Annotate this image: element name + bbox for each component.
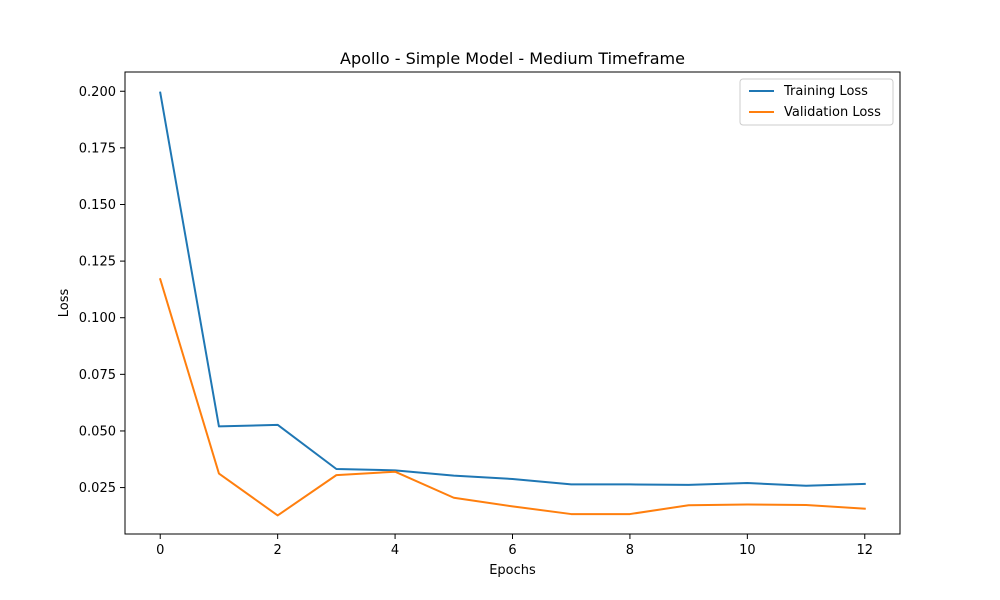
x-tick-label: 6 [508, 543, 516, 558]
x-tick-label: 8 [626, 543, 634, 558]
legend: Training Loss Validation Loss [739, 78, 894, 126]
x-tick-label: 4 [391, 543, 399, 558]
x-tick-label: 12 [856, 543, 873, 558]
series-line-training-loss [159, 91, 866, 487]
y-tick-label: 0.100 [79, 311, 116, 326]
y-tick-label: 0.175 [79, 141, 116, 156]
y-tick-label: 0.200 [79, 85, 116, 100]
x-tick-label: 10 [739, 543, 756, 558]
x-axis-ticks: 0 2 4 6 8 10 12 [156, 534, 873, 558]
y-tick-label: 0.125 [79, 255, 116, 270]
plot-frame [124, 71, 901, 535]
y-axis-ticks: 0.025 0.050 0.075 0.100 0.125 0.150 0.175 0.200 [79, 85, 125, 496]
x-tick-label: 0 [156, 543, 164, 558]
plot-area [125, 72, 900, 534]
legend-label-validation-loss: Validation Loss [784, 105, 881, 120]
chart-title: Apollo - Simple Model - Medium Timeframe [340, 49, 685, 68]
y-axis-label: Loss [57, 289, 72, 318]
y-tick-label: 0.050 [79, 424, 116, 439]
y-tick-label: 0.075 [79, 368, 116, 383]
y-tick-label: 0.025 [79, 481, 116, 496]
y-tick-label: 0.150 [79, 198, 116, 213]
x-tick-label: 2 [274, 543, 282, 558]
legend-box [739, 78, 894, 126]
series-layer [158, 91, 866, 517]
x-axis-label: Epochs [489, 563, 536, 578]
series-line-validation-loss [158, 277, 866, 517]
legend-label-training-loss: Training Loss [783, 84, 868, 99]
